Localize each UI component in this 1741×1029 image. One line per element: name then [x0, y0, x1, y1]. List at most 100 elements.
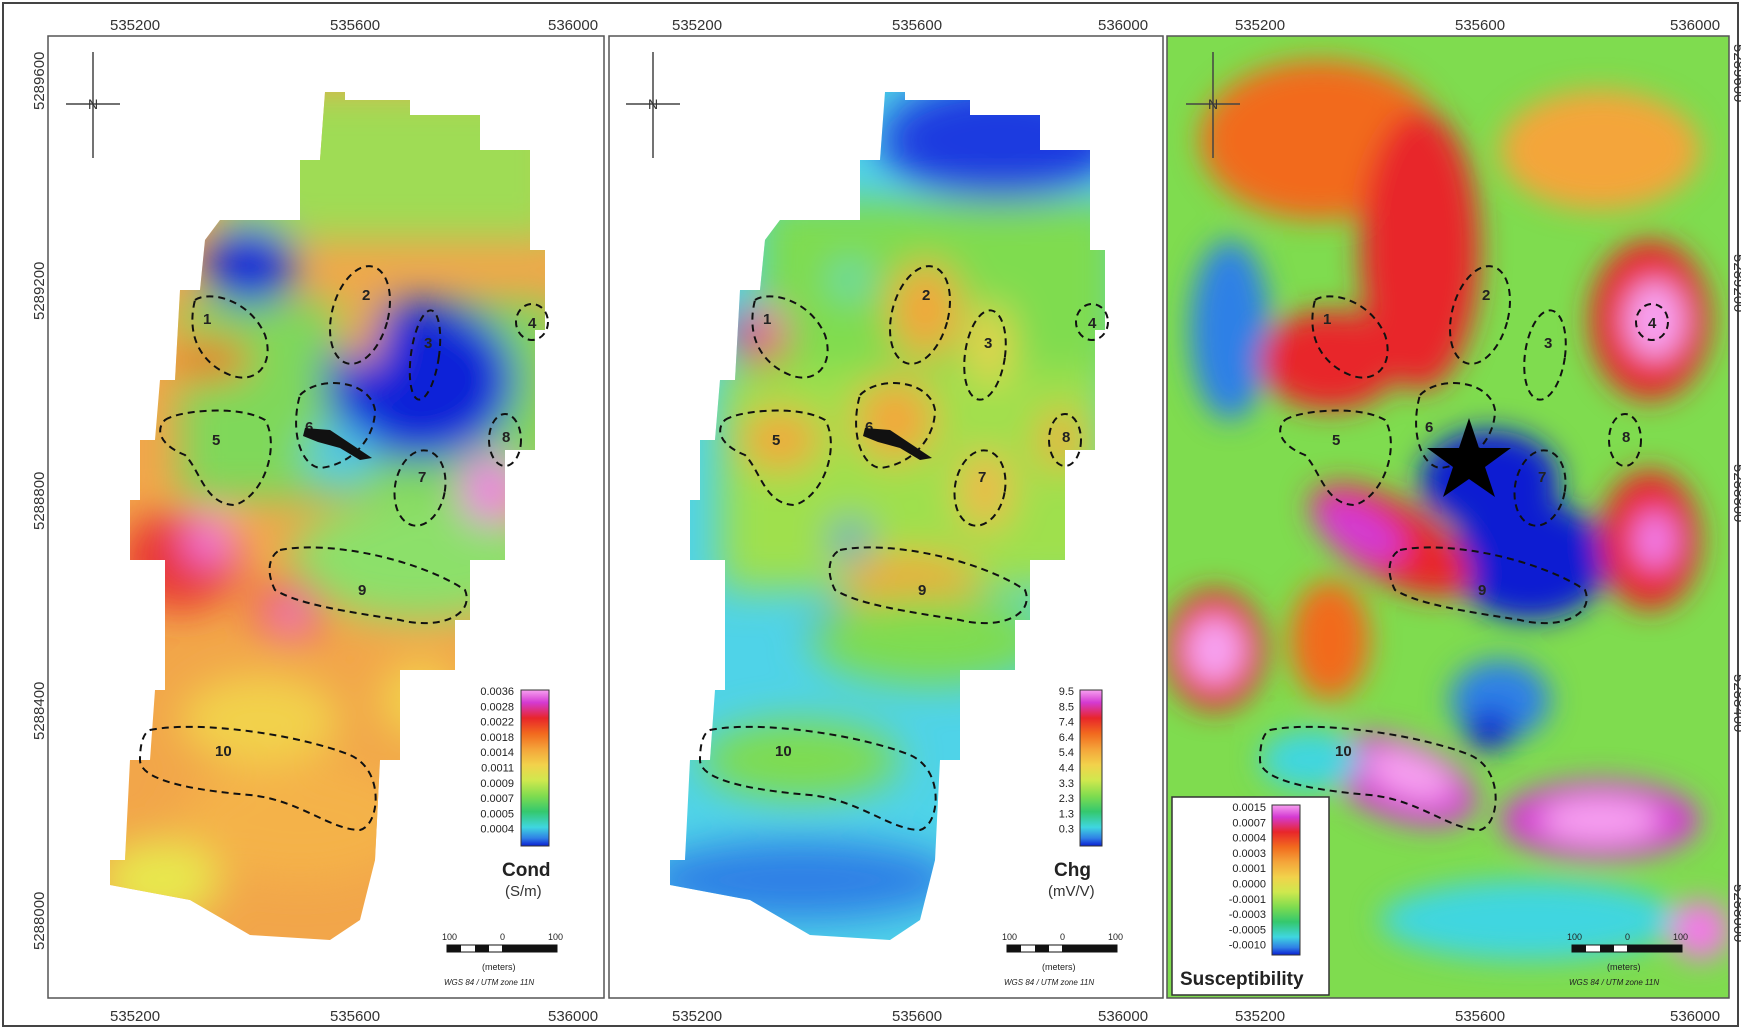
- x-axis-bottom: 535200 535600 536000: [1235, 1008, 1720, 1025]
- svg-text:5289600: 5289600: [1730, 44, 1741, 102]
- legend-value: 0.0007: [480, 793, 514, 805]
- legend-value: -0.0005: [1229, 924, 1266, 936]
- svg-text:WGS 84 / UTM zone 11N: WGS 84 / UTM zone 11N: [1569, 978, 1659, 987]
- scale-bar: 100 0 100 (meters) WGS 84 / UTM zone 11N: [1567, 932, 1688, 987]
- legend-value: -0.0010: [1229, 940, 1266, 952]
- svg-text:535200: 535200: [110, 17, 160, 34]
- svg-text:5288400: 5288400: [31, 682, 48, 740]
- zone-label: 2: [362, 287, 370, 304]
- svg-text:5289200: 5289200: [31, 262, 48, 320]
- legend-value: 8.5: [1059, 701, 1074, 713]
- chargeability-zone-labels: 1 2 3 4 5 6 7 8 9 10: [763, 287, 1097, 760]
- svg-text:100: 100: [442, 932, 457, 942]
- zone-label: 4: [528, 315, 537, 332]
- zone-label: 5: [212, 432, 220, 449]
- svg-text:(meters): (meters): [482, 962, 516, 972]
- svg-text:7: 7: [1538, 469, 1546, 486]
- x-axis-bottom: 535200 535600 536000: [110, 1008, 598, 1025]
- svg-text:3: 3: [1544, 335, 1552, 352]
- legend-value: 0.0001: [1232, 863, 1266, 875]
- chargeability-zone-outlines: [698, 265, 1109, 832]
- svg-text:5289200: 5289200: [1730, 254, 1741, 312]
- svg-text:0: 0: [500, 932, 505, 942]
- legend-value: 4.4: [1059, 763, 1074, 775]
- arrow-marker: [303, 428, 372, 460]
- svg-text:5288000: 5288000: [31, 892, 48, 950]
- conductivity-legend: 0.0036 0.0028 0.0022 0.0018 0.0014 0.0011 0.00…: [480, 686, 550, 900]
- svg-text:5: 5: [772, 432, 780, 449]
- north-arrow: N: [1186, 52, 1240, 158]
- svg-text:N: N: [1208, 96, 1218, 112]
- legend-value: 0.0036: [480, 686, 514, 698]
- susceptibility-legend: 0.0015 0.0007 0.0004 0.0003 0.0001 0.0000 -0.0…: [1171, 796, 1330, 996]
- legend-value: 7.4: [1059, 717, 1074, 729]
- legend-value: 6.4: [1059, 732, 1074, 744]
- legend-unit: (mV/V): [1048, 883, 1095, 900]
- svg-text:1: 1: [1323, 311, 1331, 328]
- svg-text:N: N: [648, 96, 658, 112]
- panel-chargeability: 1 2 3 4 5 6 7 8 9 10 N 9.5 8.5 7.4 6.4 5.4 4.…: [608, 17, 1164, 1025]
- svg-text:535600: 535600: [330, 17, 380, 34]
- north-arrow: N: [626, 52, 680, 158]
- svg-text:5288400: 5288400: [1730, 674, 1741, 732]
- svg-text:0: 0: [1625, 932, 1630, 942]
- svg-text:100: 100: [1002, 932, 1017, 942]
- svg-text:(meters): (meters): [1042, 962, 1076, 972]
- svg-text:5288800: 5288800: [1730, 464, 1741, 522]
- legend-value: -0.0003: [1229, 909, 1266, 921]
- zone-label: 3: [424, 335, 432, 352]
- zone-label: 7: [418, 469, 426, 486]
- x-axis-bottom: 535200 535600 536000: [672, 1008, 1148, 1025]
- svg-text:535200: 535200: [1235, 1008, 1285, 1025]
- legend-box: [1171, 796, 1330, 996]
- legend-value: 0.0007: [1232, 817, 1266, 829]
- svg-text:WGS 84 / UTM zone 11N: WGS 84 / UTM zone 11N: [1004, 978, 1094, 987]
- zone-label: 9: [358, 582, 366, 599]
- legend-value: 0.0005: [480, 808, 514, 820]
- panel-susceptibility: 1 2 3 4 5 6 7 8 9 10 N 0.0015 0.0007 0.000…: [1166, 17, 1741, 1025]
- y-axis-left: 5289600 5289200 5288800 5288400 5288000: [31, 52, 48, 950]
- zone-label: 10: [215, 743, 232, 760]
- svg-text:9: 9: [1478, 582, 1486, 599]
- svg-text:10: 10: [775, 743, 792, 760]
- north-arrow: N: [66, 52, 120, 158]
- svg-text:WGS 84 / UTM zone 11N: WGS 84 / UTM zone 11N: [444, 978, 534, 987]
- svg-text:536000: 536000: [1098, 1008, 1148, 1025]
- svg-text:9: 9: [918, 582, 926, 599]
- x-axis-top: 535200 535600 536000: [1235, 17, 1720, 34]
- north-label: N: [88, 96, 98, 112]
- svg-text:536000: 536000: [1098, 17, 1148, 34]
- x-axis-top: 535200 535600 536000: [110, 17, 598, 34]
- panel-conductivity: 1 2 3 4 5 6 7 8 9 10 N 0.0036 0.0028 0.002…: [31, 17, 605, 1025]
- legend-title: Chg: [1054, 860, 1091, 881]
- svg-text:8: 8: [1622, 429, 1630, 446]
- zone-label: 6: [305, 419, 313, 436]
- panel-frame: [1166, 35, 1730, 999]
- chargeability-legend: 9.5 8.5 7.4 6.4 5.4 4.4 3.3 2.3 1.3 0.3 Chg (mV/V…: [1048, 686, 1103, 900]
- legend-value: 3.3: [1059, 778, 1074, 790]
- svg-text:535200: 535200: [672, 1008, 722, 1025]
- svg-text:536000: 536000: [1670, 1008, 1720, 1025]
- conductivity-zone-labels: 1 2 3 4 5 6 7 8 9 10: [203, 287, 537, 760]
- svg-text:5289600: 5289600: [31, 52, 48, 110]
- legend-value: 0.0004: [480, 824, 514, 836]
- svg-text:2: 2: [922, 287, 930, 304]
- svg-text:4: 4: [1648, 315, 1657, 332]
- svg-text:535600: 535600: [892, 1008, 942, 1025]
- zone-label: 1: [203, 311, 211, 328]
- svg-text:0: 0: [1060, 932, 1065, 942]
- legend-value: 0.0018: [480, 732, 514, 744]
- svg-text:536000: 536000: [548, 1008, 598, 1025]
- legend-value: 0.0009: [480, 778, 514, 790]
- legend-value: 0.0003: [1232, 848, 1266, 860]
- svg-text:536000: 536000: [548, 17, 598, 34]
- svg-text:1: 1: [763, 311, 771, 328]
- color-ramp: [520, 689, 550, 847]
- susceptibility-zone-labels: 1 2 3 4 5 6 7 8 9 10: [1323, 287, 1657, 760]
- svg-text:5288800: 5288800: [31, 472, 48, 530]
- svg-text:8: 8: [1062, 429, 1070, 446]
- star-marker: [1427, 418, 1511, 497]
- legend-value: 0.0022: [480, 717, 514, 729]
- svg-text:100: 100: [548, 932, 563, 942]
- legend-unit: (S/m): [505, 883, 542, 900]
